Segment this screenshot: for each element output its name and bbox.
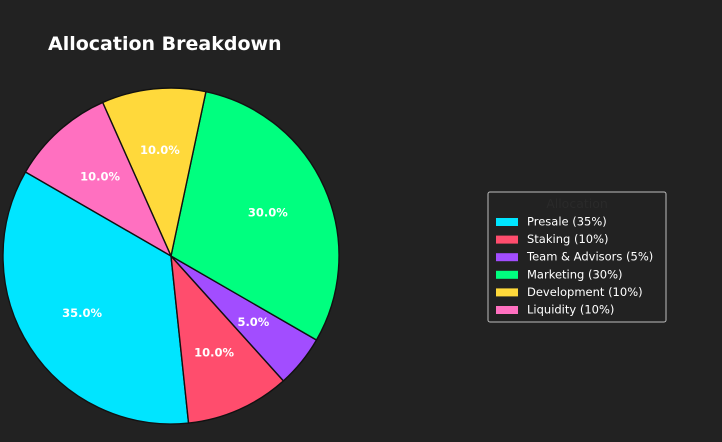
pie-label-liquidity: 10.0% — [80, 170, 120, 184]
pie-slice-development — [101, 87, 207, 259]
legend-label-team-advisors: Team & Advisors (5%) — [526, 250, 653, 264]
legend-frame — [487, 191, 667, 323]
pie-label-team-advisors: 5.0% — [237, 315, 269, 329]
legend-swatch-development — [496, 288, 518, 297]
legend-label-liquidity: Liquidity (10%) — [527, 303, 614, 317]
legend-swatch-team-advisors — [496, 253, 518, 262]
chart-legend: Allocation Presale (35%) Staking (10%) Tea… — [487, 191, 667, 323]
pie-slice-marketing — [170, 90, 340, 341]
legend-label-marketing: Marketing (30%) — [527, 267, 623, 281]
pie-label-staking: 10.0% — [194, 345, 234, 359]
legend-label-staking: Staking (10%) — [527, 232, 609, 246]
pie-label-presale: 35.0% — [62, 306, 102, 320]
legend-swatch-marketing — [496, 270, 518, 279]
legend-swatch-presale — [496, 218, 518, 226]
legend-label-development: Development (10%) — [527, 285, 643, 299]
chart-title: Allocation Breakdown — [48, 33, 282, 55]
legend-items: Presale (35%) Staking (10%) Team & Advisor… — [496, 215, 653, 317]
pie-label-development: 10.0% — [140, 143, 180, 157]
pie-slice-presale — [2, 171, 190, 425]
pie-slice-liquidity — [24, 101, 173, 258]
legend-label-presale: Presale (35%) — [527, 215, 607, 229]
legend-swatch-liquidity — [496, 306, 518, 314]
pie-percent-labels: 35.0% 10.0% 5.0% 30.0% 10.0% 10.0% — [62, 143, 288, 359]
pie-slices — [2, 87, 340, 425]
pie-slice-staking — [170, 253, 285, 424]
legend-title: Allocation — [546, 196, 608, 211]
legend-swatch-staking — [496, 235, 518, 244]
pie-label-marketing: 30.0% — [248, 205, 288, 219]
